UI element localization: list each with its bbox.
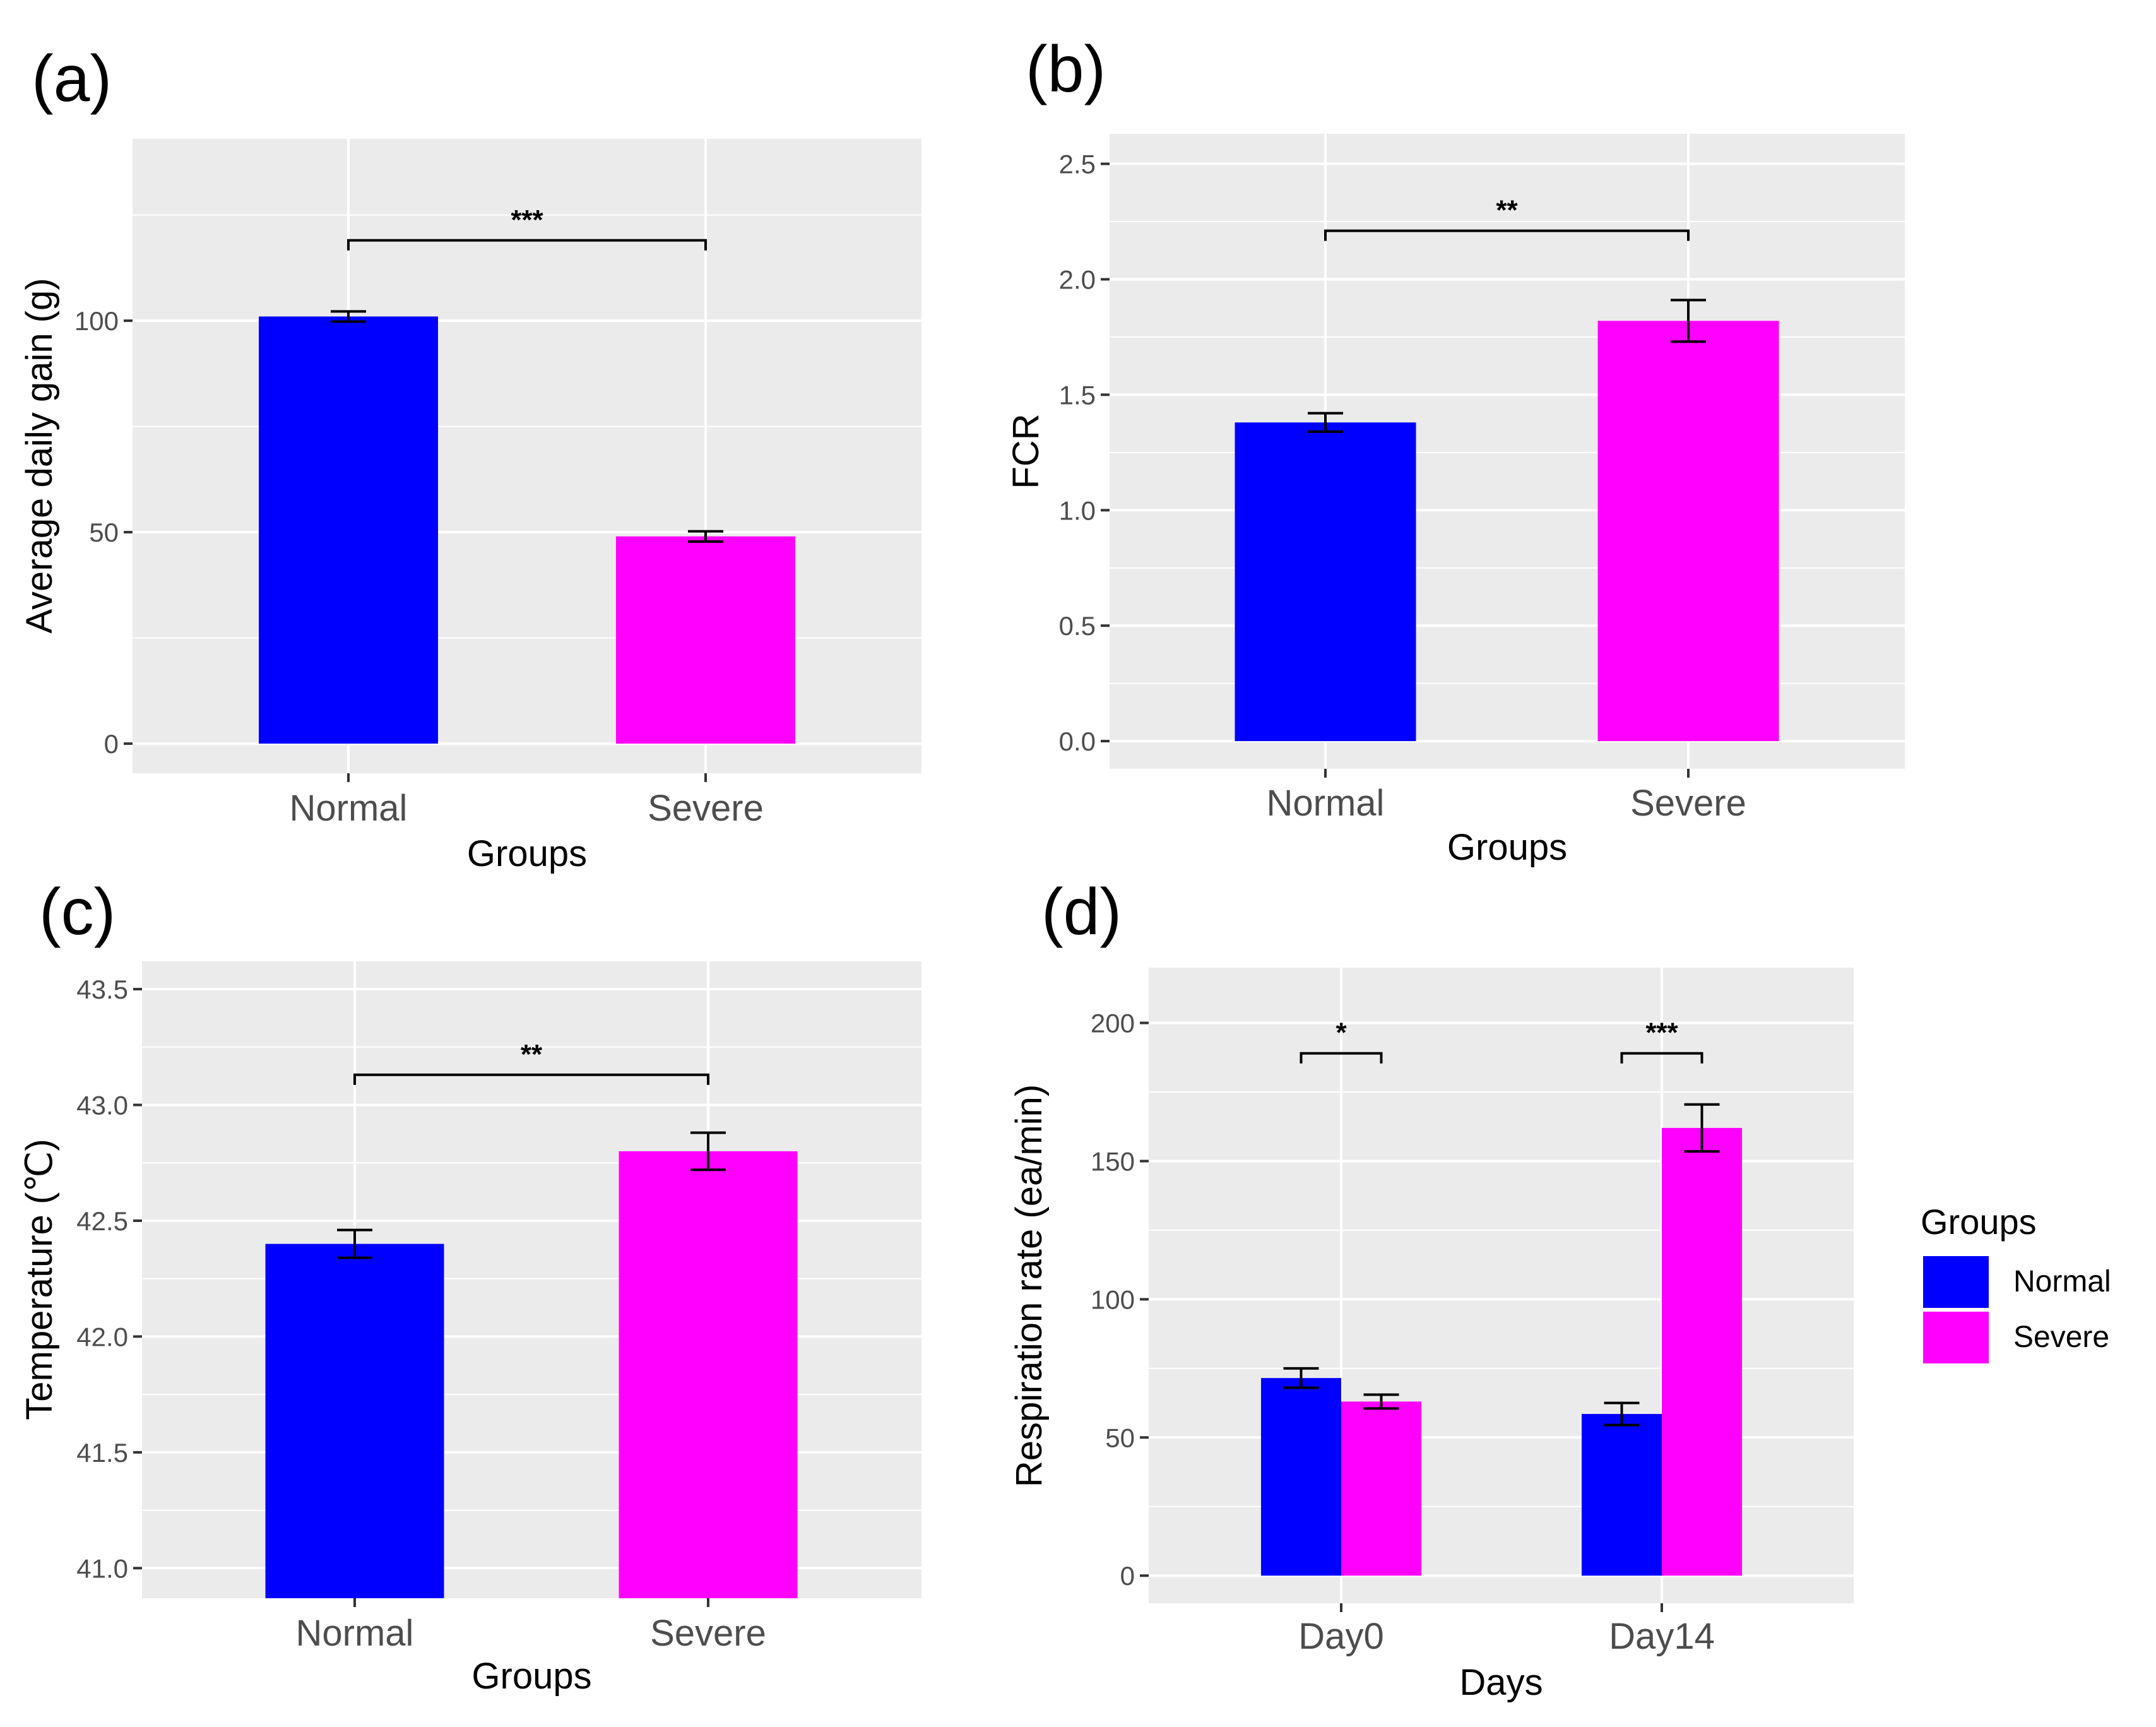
x-axis-title: Days [1459,1662,1543,1703]
y-tick-label: 2.0 [1059,264,1096,294]
panel-b: (b) ** 0.0 0.5 1.0 1.5 2.0 2.5 Normal Severe Group… [1005,33,1905,868]
bar-severe [619,1151,798,1598]
y-tick-label: 50 [89,518,119,547]
significance-bracket: ** [1324,195,1690,241]
x-tick-label: Severe [1630,783,1746,824]
error-bar [337,1228,372,1259]
x-tick-label: Normal [290,788,408,829]
error-bar [331,310,366,323]
y-tick-label: 0.0 [1059,727,1096,756]
error-bar [1684,1103,1720,1153]
y-tick-label: 200 [1091,1009,1135,1038]
error-bar [690,1131,726,1172]
y-axis-title: Temperature (℃) [19,1139,60,1420]
y-tick-label: 0 [1120,1561,1135,1591]
bar-normal [259,316,438,744]
significance-label: *** [511,205,543,235]
y-tick-label: 150 [1091,1146,1135,1176]
bar-severe [1597,321,1779,742]
y-tick-label: 41.0 [76,1553,128,1583]
x-tick-label: Severe [648,788,764,829]
y-tick-label: 43.5 [76,975,128,1004]
bar-severe-day14 [1662,1127,1742,1576]
bar-normal [1235,422,1416,742]
error-bar [1283,1367,1319,1389]
bar-normal-day0 [1261,1378,1341,1576]
x-tick-label: Severe [650,1613,766,1654]
panel-label: (c) [39,875,116,949]
y-tick-label: 0.5 [1059,611,1096,641]
y-tick-label: 41.5 [76,1438,128,1468]
error-bar [688,530,723,543]
significance-label: *** [1645,1018,1678,1048]
panel-label: (b) [1026,33,1106,106]
x-tick-label: Normal [1267,783,1385,824]
significance-bracket: * [1300,1018,1383,1064]
bar-severe-day0 [1341,1401,1421,1576]
panel-c: (c) ** 41.0 41.5 42.0 42.5 43.0 43.5 Normal Sever… [19,875,921,1697]
x-axis-title: Groups [467,833,587,874]
legend-swatch-severe [1923,1312,1989,1363]
y-axis-title: Average daily gain (g) [19,278,60,633]
panel-label: (d) [1041,875,1122,949]
y-tick-label: 42.0 [76,1322,128,1351]
legend-swatch-normal [1923,1256,1989,1308]
y-tick-label: 1.5 [1059,380,1096,410]
significance-bracket: *** [1620,1018,1703,1064]
plot-background [1149,968,1854,1603]
legend-label-normal: Normal [2013,1265,2111,1298]
y-tick-label: 2.5 [1059,150,1096,179]
significance-label: * [1336,1018,1347,1048]
error-bar [1604,1401,1640,1427]
legend: Groups Normal Severe [1921,1202,2111,1363]
error-bar [1671,299,1706,343]
panel-a: (a) *** 0 50 100 Normal Severe Groups Average da… [19,42,921,874]
error-bar [1363,1393,1399,1410]
x-tick-label: Day0 [1298,1616,1383,1657]
y-tick-label: 1.0 [1059,496,1096,525]
y-tick-label: 100 [1091,1285,1135,1314]
significance-label: ** [1496,195,1518,226]
y-tick-label: 42.5 [76,1206,128,1236]
y-tick-label: 50 [1105,1423,1135,1452]
error-bar [1308,412,1343,433]
legend-label-severe: Severe [2013,1320,2109,1354]
significance-label: ** [521,1039,543,1070]
plot-background [1110,134,1905,769]
y-tick-label: 0 [104,729,119,759]
significance-bracket: ** [353,1039,709,1085]
x-axis-title: Groups [471,1656,591,1697]
legend-title: Groups [1921,1202,2037,1242]
significance-bracket: *** [347,205,707,251]
x-tick-label: Day14 [1609,1616,1715,1657]
y-tick-label: 43.0 [76,1090,128,1120]
x-tick-label: Normal [296,1613,414,1654]
y-tick-label: 100 [74,306,119,336]
x-axis-title: Groups [1447,827,1567,868]
bar-normal [265,1243,444,1598]
bar-severe [616,536,795,744]
y-axis-title: FCR [1005,413,1046,489]
bar-normal-day14 [1582,1414,1662,1576]
y-axis-title: Respiration rate (ea/min) [1009,1084,1050,1487]
panel-label: (a) [32,42,112,116]
